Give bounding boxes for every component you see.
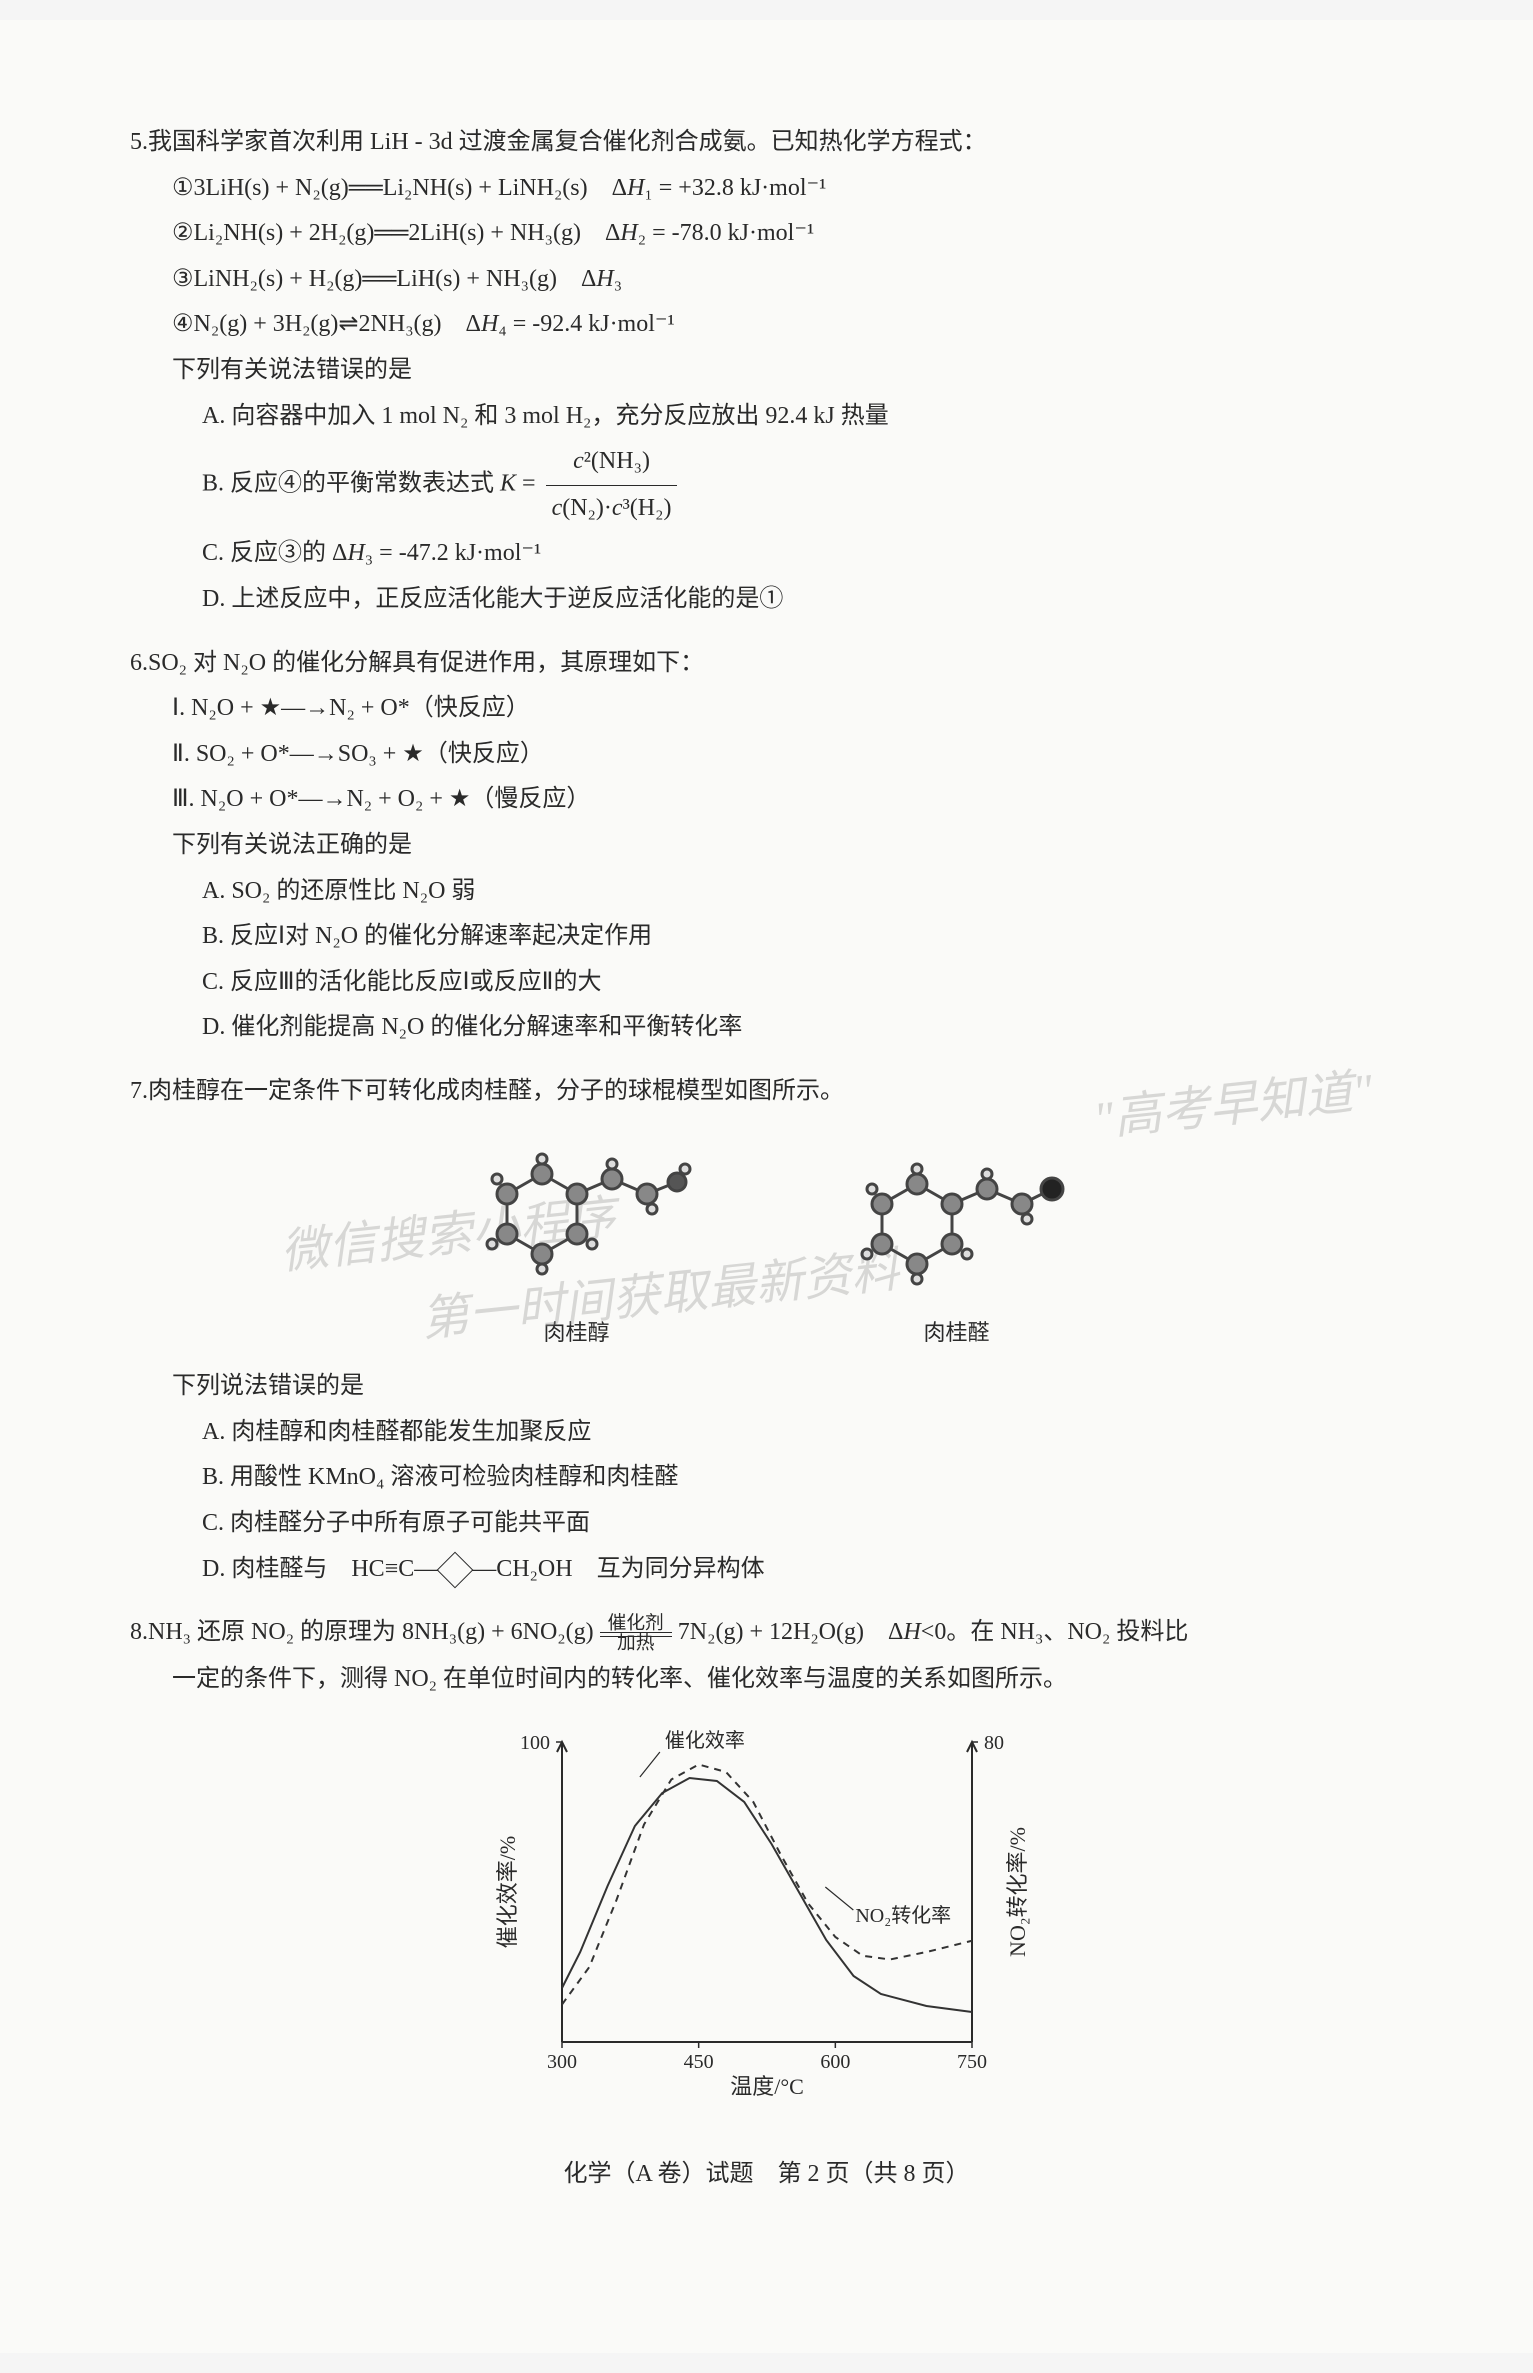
q6-r2: Ⅱ. SO₂ + O*—→SO₃ + ★（快反应） [172,732,1403,778]
molecule-cinnamyl-alcohol: 肉桂醇 [457,1134,697,1354]
svg-text:450: 450 [683,2051,713,2073]
question-5: 5.我国科学家首次利用 LiH - 3d 过渡金属复合催化剂合成氨。已知热化学方… [130,120,1403,623]
q6-r1: Ⅰ. N₂O + ★—→N₂ + O*（快反应） [172,686,1403,732]
molecule-aldehyde-svg [837,1134,1077,1304]
q7-option-c: C. 肉桂醛分子中所有原子可能共平面 [202,1501,1403,1547]
q6-option-d: D. 催化剂能提高 N₂O 的催化分解速率和平衡转化率 [202,1005,1403,1051]
svg-text:300: 300 [547,2051,577,2073]
q6-prompt: 下列有关说法正确的是 [172,823,1403,869]
q5-prompt: 下列有关说法错误的是 [172,348,1403,394]
question-7: 7.肉桂醇在一定条件下可转化成肉桂醛，分子的球棍模型如图所示。 [130,1069,1403,1592]
q6-stem: 6.SO₂ 对 N₂O 的催化分解具有促进作用，其原理如下： [130,641,1403,687]
question-6: 6.SO₂ 对 N₂O 的催化分解具有促进作用，其原理如下： Ⅰ. N₂O + … [130,641,1403,1051]
q6-r3: Ⅲ. N₂O + O*—→N₂ + O₂ + ★（慢反应） [172,777,1403,823]
svg-text:催化效率: 催化效率 [664,1729,744,1752]
q6-option-b: B. 反应Ⅰ对 N₂O 的催化分解速率起决定作用 [202,914,1403,960]
q7-prompt: 下列说法错误的是 [172,1364,1403,1410]
q6-option-c: C. 反应Ⅲ的活化能比反应Ⅰ或反应Ⅱ的大 [202,960,1403,1006]
q5-eq4: ④N₂(g) + 3H₂(g)⇌2NH₃(g) ΔH₄ = -92.4 kJ·m… [172,302,1403,348]
q5-eq1: ①3LiH(s) + N₂(g)══Li₂NH(s) + LiNH₂(s) ΔH… [172,166,1403,212]
svg-text:温度/°C: 温度/°C [730,2074,804,2099]
question-8: 8.NH₃ 还原 NO₂ 的原理为 8NH₃(g) + 6NO₂(g) 催化剂加… [130,1610,1403,2102]
svg-text:NO₂转化率/%: NO₂转化率/% [1005,1827,1030,1957]
q8-stem-line1: 8.NH₃ 还原 NO₂ 的原理为 8NH₃(g) + 6NO₂(g) 催化剂加… [130,1610,1403,1656]
svg-text:NO₂转化率: NO₂转化率 [855,1904,951,1927]
benzene-ring-icon [437,1552,474,1589]
chart-container: 300 450 600 750 100 80 温度/°C 催化效率/% NO₂转化率/% 催化效率… [130,1722,1403,2102]
svg-text:100: 100 [520,1732,550,1754]
molecule-alcohol-svg [457,1134,697,1304]
q5-eq2: ②Li₂NH(s) + 2H₂(g)══2LiH(s) + NH₃(g) ΔH₂… [172,211,1403,257]
q5-option-b: B. 反应④的平衡常数表达式 K = c²(NH₃) c(N₂)·c³(H₂) [202,439,1403,531]
q7-option-b: B. 用酸性 KMnO₄ 溶液可检验肉桂醇和肉桂醛 [202,1455,1403,1501]
exam-page: 5.我国科学家首次利用 LiH - 3d 过渡金属复合催化剂合成氨。已知热化学方… [0,20,1533,2353]
q7-option-d: D. 肉桂醛与 HC≡C——CH₂OH 互为同分异构体 [202,1547,1403,1593]
q5-option-a: A. 向容器中加入 1 mol N₂ 和 3 mol H₂，充分反应放出 92.… [202,394,1403,440]
svg-text:催化效率/%: 催化效率/% [495,1836,520,1948]
molecule-diagram-row: 肉桂醇 [130,1134,1403,1354]
svg-text:600: 600 [820,2051,850,2073]
q7-option-a: A. 肉桂醇和肉桂醛都能发生加聚反应 [202,1410,1403,1456]
q5-eq3: ③LiNH₂(s) + H₂(g)══LiH(s) + NH₃(g) ΔH₃ [172,257,1403,303]
molecule-alcohol-label: 肉桂醇 [457,1312,697,1354]
q5-option-d: D. 上述反应中，正反应活化能大于逆反应活化能的是① [202,577,1403,623]
q8-stem-line2: 一定的条件下，测得 NO₂ 在单位时间内的转化率、催化效率与温度的关系如图所示。 [172,1657,1403,1703]
svg-text:750: 750 [957,2051,987,2073]
q6-option-a: A. SO₂ 的还原性比 N₂O 弱 [202,869,1403,915]
efficiency-chart: 300 450 600 750 100 80 温度/°C 催化效率/% NO₂转化率/% 催化效率… [487,1722,1047,2102]
q5-option-c: C. 反应③的 ΔH₃ = -47.2 kJ·mol⁻¹ [202,531,1403,577]
page-footer: 化学（A 卷）试题 第 2 页（共 8 页） [130,2152,1403,2198]
q7-stem: 7.肉桂醇在一定条件下可转化成肉桂醛，分子的球棍模型如图所示。 [130,1069,1403,1115]
svg-text:80: 80 [984,1732,1004,1754]
molecule-aldehyde-label: 肉桂醛 [837,1312,1077,1354]
q5-stem: 5.我国科学家首次利用 LiH - 3d 过渡金属复合催化剂合成氨。已知热化学方… [130,120,1403,166]
molecule-cinnamaldehyde: 肉桂醛 [837,1134,1077,1354]
